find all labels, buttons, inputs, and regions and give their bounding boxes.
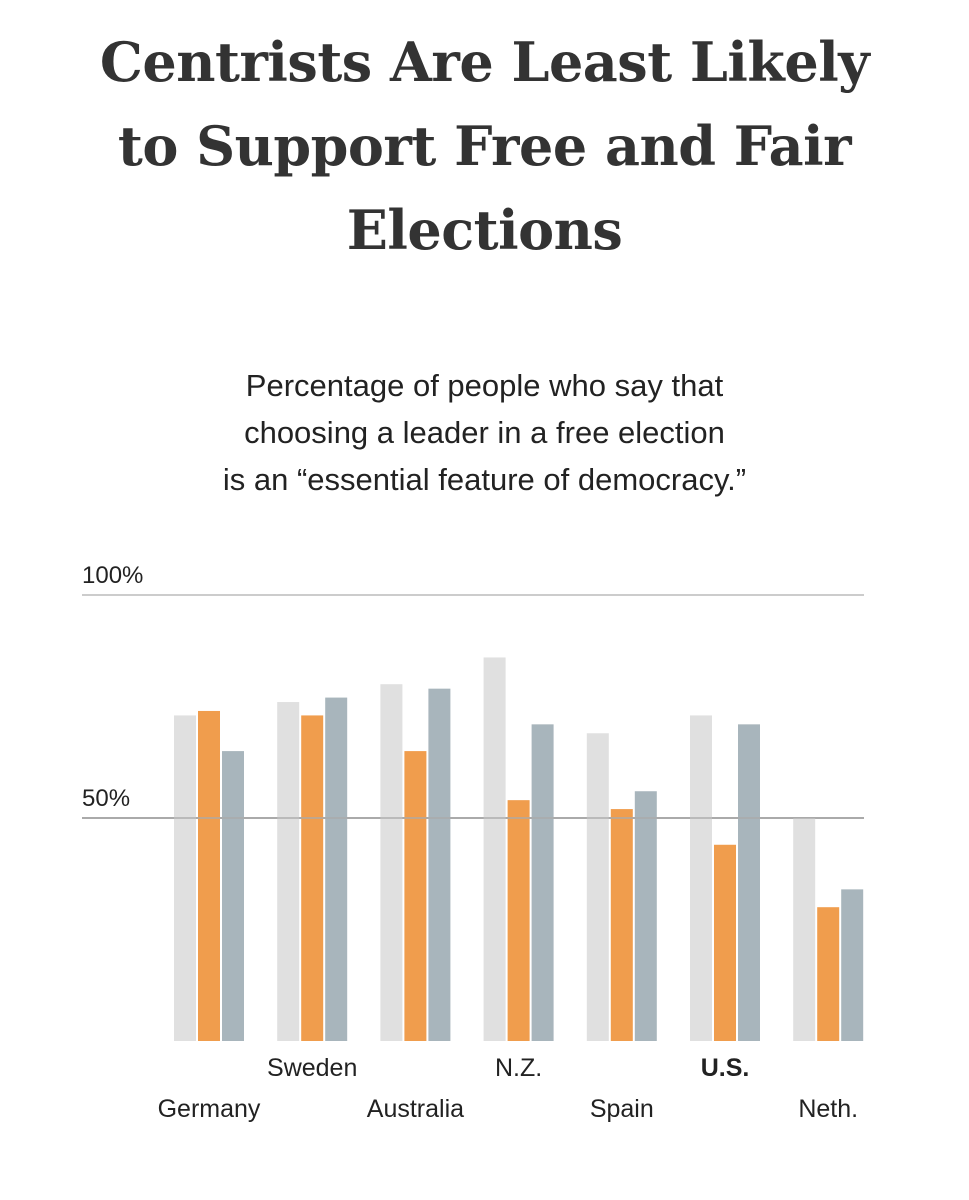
- bar: [483, 657, 506, 1041]
- bar: [198, 710, 220, 1041]
- x-tick-label: Spain: [590, 1095, 654, 1123]
- bar: [428, 688, 451, 1041]
- bar: [507, 800, 530, 1041]
- x-tick-label: Germany: [158, 1095, 261, 1123]
- bar: [380, 684, 403, 1041]
- bar: [610, 809, 633, 1041]
- bar: [325, 697, 348, 1041]
- chart-subtitle-line-1: Percentage of people who say that: [245, 368, 724, 403]
- chart-subtitle-line-2: choosing a leader in a free election: [244, 415, 725, 450]
- chart-subtitle: Percentage of people who say that choosi…: [0, 362, 969, 503]
- y-tick-label: 100%: [82, 562, 143, 589]
- bar: [277, 702, 300, 1041]
- chart-title: Centrists Are Least Likely to Support Fr…: [0, 20, 969, 272]
- bar: [793, 818, 816, 1041]
- bar: [586, 733, 609, 1041]
- x-tick-label: N.Z.: [495, 1054, 542, 1082]
- bar: [404, 751, 427, 1041]
- bar: [714, 844, 736, 1041]
- chart-title-line-1: Centrists Are Least Likely: [99, 30, 870, 94]
- x-tick-label: U.S.: [701, 1054, 750, 1082]
- bar: [634, 791, 657, 1041]
- chart-subtitle-line-3: is an “essential feature of democracy.”: [222, 462, 747, 497]
- bar: [690, 715, 712, 1041]
- bar: [841, 889, 864, 1041]
- chart-title-line-3: Elections: [346, 198, 623, 262]
- x-tick-label: Sweden: [267, 1054, 357, 1082]
- bar: [222, 751, 244, 1041]
- bar: [174, 715, 196, 1041]
- bar: [301, 715, 324, 1041]
- x-tick-label: Neth.: [798, 1095, 858, 1123]
- bar: [738, 724, 760, 1041]
- bar: [531, 724, 554, 1041]
- chart-title-line-2: to Support Free and Fair: [117, 114, 852, 178]
- bar: [817, 907, 840, 1041]
- x-tick-label: Australia: [367, 1095, 464, 1123]
- y-tick-label: 50%: [82, 785, 130, 812]
